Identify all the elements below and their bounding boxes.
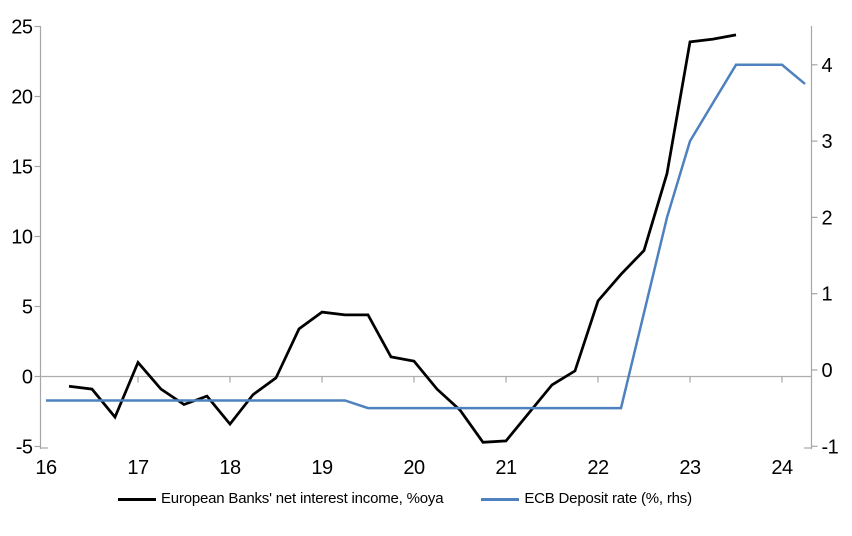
left-axis-tick-label: -5: [16, 437, 33, 459]
x-axis-tick-label: 20: [403, 457, 425, 479]
right-axis-tick-label: -1: [822, 436, 839, 458]
x-axis-tick-label: 19: [311, 457, 333, 479]
left-axis-tick-label: 25: [11, 17, 33, 39]
x-axis-tick-label: 17: [127, 457, 149, 479]
left-axis-tick-label: 5: [22, 297, 33, 319]
x-axis-tick-label: 22: [587, 457, 609, 479]
blue-line-sample-icon: [481, 497, 520, 501]
right-axis-tick-label: 0: [822, 360, 833, 382]
series-ecb-deposit-rate-line: [46, 63, 806, 410]
right-axis-tick-label: 3: [822, 131, 833, 153]
legend-label-ecb-deposit-rate: ECB Deposit rate (%, rhs): [524, 490, 692, 507]
x-axis-tick-label: 21: [495, 457, 517, 479]
right-axis-tick-label: 1: [822, 284, 833, 306]
x-axis-tick-label: 18: [219, 457, 241, 479]
series-net-interest-income-line: [68, 33, 737, 444]
left-axis-tick-label: 0: [22, 367, 33, 389]
right-axis-tick-label: 4: [822, 55, 833, 77]
black-line-sample-icon: [118, 497, 156, 501]
left-axis-tick-label: 20: [11, 87, 33, 109]
left-axis-tick-label: 10: [11, 227, 33, 249]
x-axis-tick-label: 24: [771, 457, 793, 479]
legend: European Banks' net interest income, %oy…: [118, 490, 692, 508]
x-axis-tick-label: 16: [35, 457, 57, 479]
left-axis-tick-label: 15: [11, 157, 33, 179]
x-axis-tick-label: 23: [679, 457, 701, 479]
legend-label-net-interest-income: European Banks' net interest income, %oy…: [161, 490, 444, 507]
legend-item-ecb-deposit-rate: ECB Deposit rate (%, rhs): [481, 490, 692, 508]
legend-item-net-interest-income: European Banks' net interest income, %oy…: [118, 490, 444, 508]
right-axis-tick-label: 2: [822, 207, 833, 229]
